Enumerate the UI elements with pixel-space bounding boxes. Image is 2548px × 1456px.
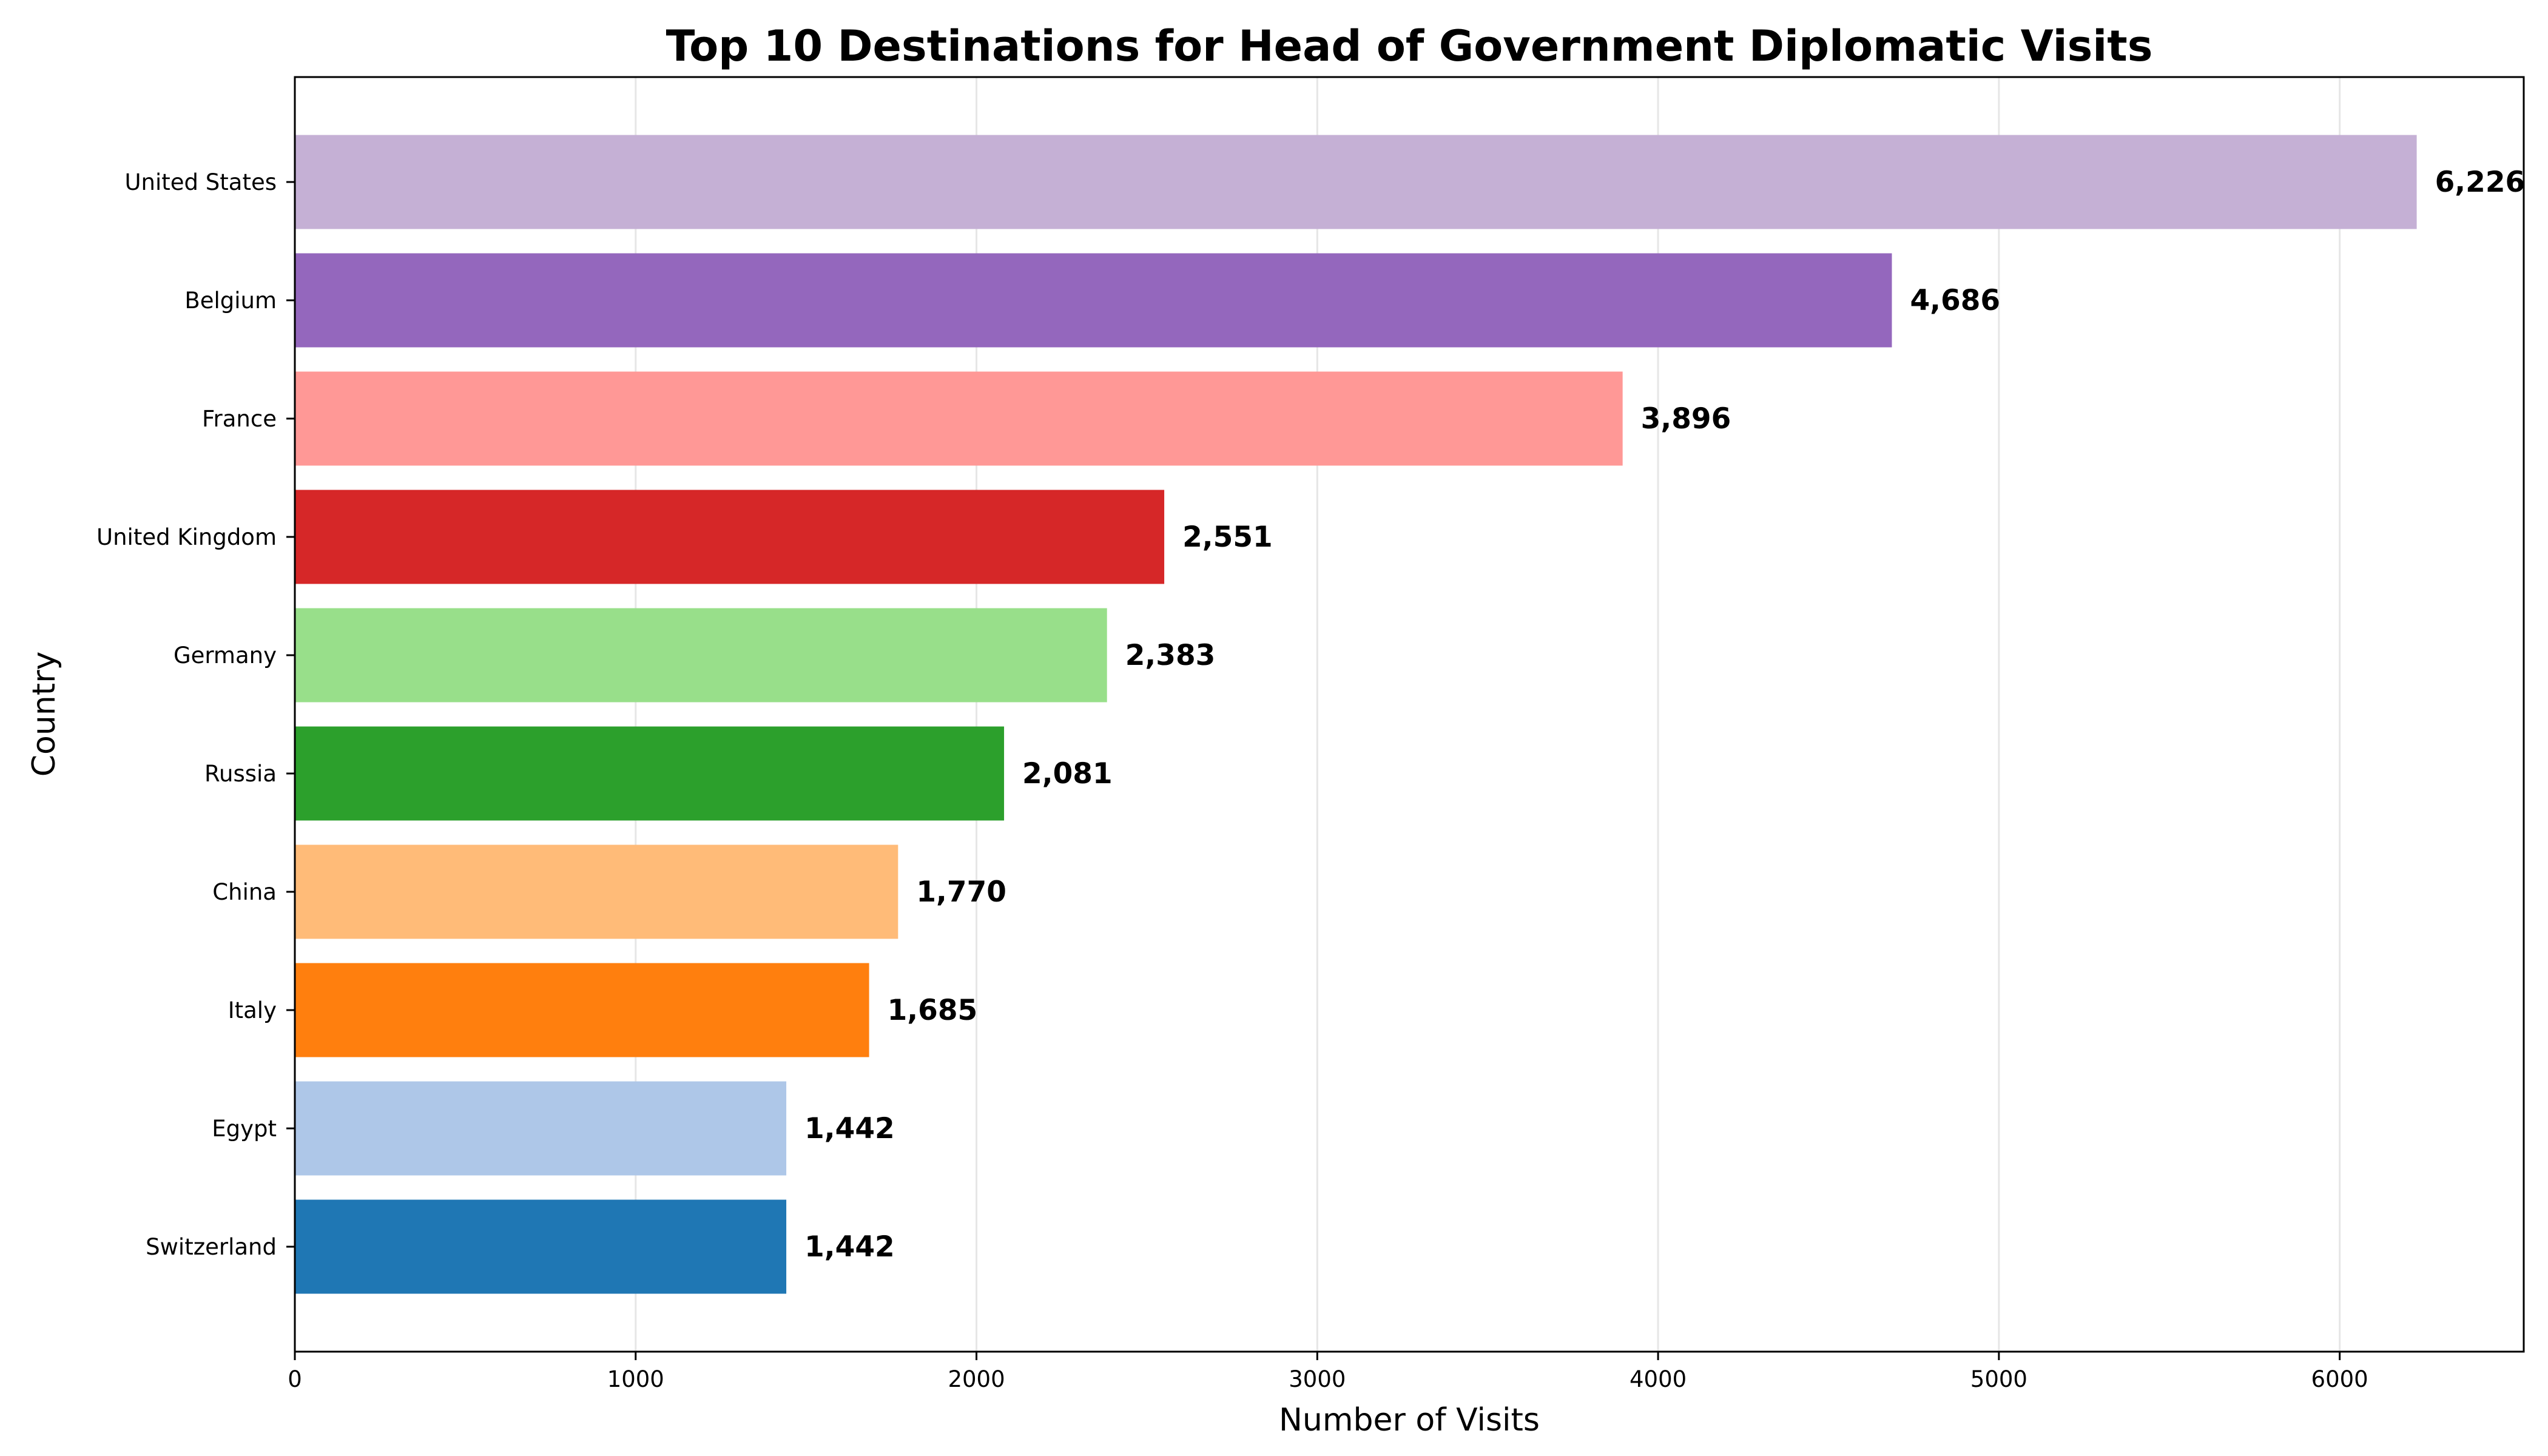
value-labels: 6,226 4,686 3,896 2,551 2,383 2,081 1,770 1,685…	[804, 166, 2525, 1264]
y-tick-label: United Kingdom	[96, 524, 277, 550]
value-label: 3,896	[1641, 402, 1731, 436]
x-tick-label: 4000	[1630, 1366, 1687, 1392]
x-tick-label: 3000	[1289, 1366, 1346, 1392]
bar-united-kingdom	[295, 490, 1165, 584]
x-axis-label: Number of Visits	[1279, 1402, 1540, 1438]
value-label: 2,383	[1125, 639, 1216, 672]
value-label: 1,770	[916, 875, 1006, 909]
x-tick-label: 2000	[948, 1366, 1005, 1392]
bar-russia	[295, 726, 1005, 821]
y-tick-label: Egypt	[212, 1116, 277, 1142]
y-axis-label: Country	[26, 652, 62, 777]
y-tick-label: United States	[124, 169, 277, 195]
value-label: 2,551	[1182, 521, 1273, 554]
bar-germany	[295, 608, 1107, 703]
y-tick-label: China	[212, 879, 277, 905]
value-label: 1,685	[888, 994, 978, 1027]
y-tick-label: Russia	[204, 761, 277, 787]
y-tick-label: Italy	[228, 997, 277, 1023]
x-tick-label: 5000	[1970, 1366, 2027, 1392]
bar-united-states	[295, 135, 2417, 229]
value-label: 6,226	[2435, 166, 2526, 199]
bar-belgium	[295, 253, 1892, 348]
bar-switzerland	[295, 1199, 787, 1294]
x-axis-ticks: 0 1000 2000 3000 4000 5000 6000	[288, 1352, 2368, 1392]
x-tick-label: 0	[288, 1366, 302, 1392]
bar-china	[295, 844, 898, 939]
y-tick-label: Switzerland	[146, 1234, 277, 1260]
x-tick-label: 1000	[607, 1366, 664, 1392]
plot-frame	[294, 76, 2525, 1353]
value-label: 4,686	[1910, 284, 2000, 317]
y-tick-label: France	[202, 406, 277, 432]
bar-egypt	[295, 1081, 787, 1176]
value-label: 2,081	[1022, 757, 1113, 790]
bars	[295, 135, 2417, 1294]
x-tick-label: 6000	[2311, 1366, 2368, 1392]
bar-italy	[295, 963, 869, 1057]
y-axis-ticks: United States Belgium France United Kingdom…	[96, 169, 295, 1260]
y-tick-label: Belgium	[184, 288, 277, 314]
value-label: 1,442	[804, 1112, 895, 1145]
chart-title: Top 10 Destinations for Head of Governme…	[666, 21, 2153, 71]
value-label: 1,442	[804, 1230, 895, 1264]
y-tick-label: Germany	[174, 642, 277, 669]
bar-france	[295, 371, 1623, 466]
